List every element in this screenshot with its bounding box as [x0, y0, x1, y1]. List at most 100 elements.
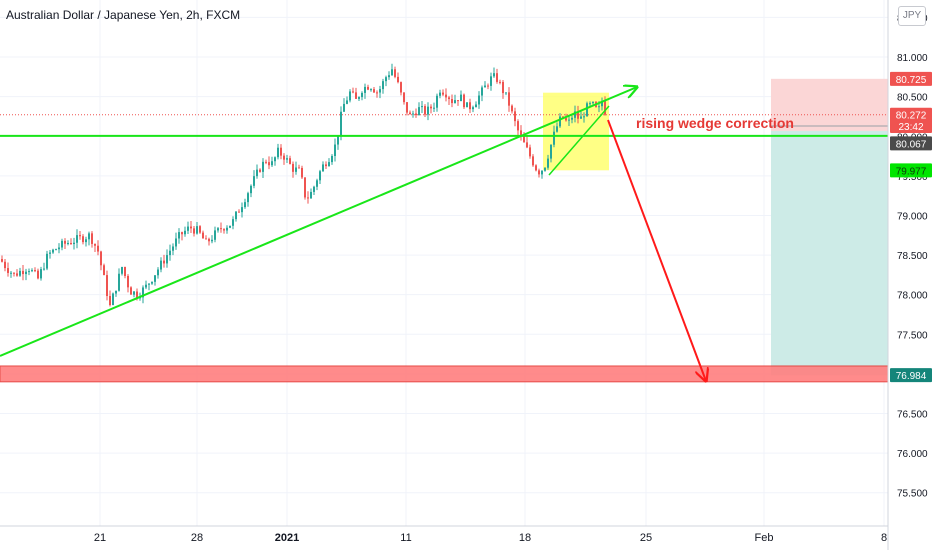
- candle: [319, 169, 321, 185]
- candle-body: [256, 169, 258, 177]
- candle: [67, 240, 69, 246]
- candle-body: [193, 228, 195, 234]
- candle-body: [328, 162, 330, 167]
- candle-body: [181, 232, 183, 235]
- candle-body: [190, 226, 192, 229]
- candle-body: [160, 260, 162, 270]
- candle: [22, 264, 24, 281]
- candle-body: [448, 97, 450, 100]
- candle: [121, 266, 123, 276]
- time-tick-label: 21: [94, 532, 106, 544]
- take-profit-zone: [771, 130, 888, 376]
- annotation-rising-wedge: rising wedge correction: [636, 115, 794, 131]
- candle-body: [460, 94, 462, 102]
- candle-body: [475, 104, 477, 108]
- candle: [247, 191, 249, 207]
- candle-body: [556, 126, 558, 132]
- candle-body: [199, 226, 201, 233]
- candle: [49, 249, 51, 259]
- candle: [253, 170, 255, 189]
- candle-body: [100, 251, 102, 266]
- candle-body: [31, 270, 33, 272]
- candle-body: [340, 111, 342, 136]
- chart-title: Australian Dollar / Japanese Yen, 2h, FX…: [6, 8, 241, 22]
- candle: [379, 85, 381, 99]
- candle-body: [241, 207, 243, 213]
- candle-body: [49, 252, 51, 254]
- candle-body: [52, 249, 54, 253]
- candle: [214, 226, 216, 243]
- currency-button[interactable]: JPY: [898, 6, 926, 26]
- candle: [142, 285, 144, 304]
- candle: [364, 83, 366, 99]
- candle-body: [25, 271, 27, 275]
- candle: [397, 72, 399, 84]
- candle: [331, 154, 333, 165]
- candle: [451, 94, 453, 108]
- candle: [238, 209, 240, 213]
- candle: [352, 87, 354, 94]
- time-tick-label: 2021: [275, 532, 299, 544]
- candle-body: [301, 167, 303, 178]
- candle-body: [175, 238, 177, 247]
- candle: [493, 67, 495, 78]
- candle-body: [355, 92, 357, 99]
- candle-body: [85, 239, 87, 243]
- candle-body: [268, 162, 270, 166]
- candle-body: [349, 91, 351, 101]
- candle: [316, 178, 318, 191]
- candle: [418, 102, 420, 116]
- candle: [340, 106, 342, 141]
- candle: [37, 268, 39, 280]
- candle-body: [82, 236, 84, 243]
- candle-body: [586, 103, 588, 117]
- candle-body: [337, 135, 339, 145]
- candle-body: [442, 92, 444, 95]
- candle: [391, 63, 393, 76]
- candle: [61, 238, 63, 251]
- candle: [262, 158, 264, 178]
- price-label: 80.272: [890, 107, 932, 122]
- candle: [106, 270, 108, 301]
- candle: [457, 100, 459, 106]
- candle-body: [376, 92, 378, 94]
- candle-body: [277, 147, 279, 158]
- candle: [454, 94, 456, 104]
- candle: [415, 108, 417, 118]
- candle-body: [397, 76, 399, 83]
- candle-body: [577, 111, 579, 119]
- price-tick-label: 81.000: [897, 53, 928, 64]
- candle-body: [106, 275, 108, 296]
- candle-body: [316, 180, 318, 187]
- candle-body: [481, 87, 483, 96]
- candles: [1, 63, 606, 307]
- candle-body: [463, 94, 465, 108]
- candle-body: [388, 75, 390, 78]
- candle-body: [547, 158, 549, 168]
- candle: [433, 102, 435, 112]
- candle-body: [34, 270, 36, 272]
- candle-body: [484, 85, 486, 88]
- candle-body: [109, 295, 111, 306]
- candle-body: [415, 113, 417, 116]
- candle-body: [127, 275, 129, 288]
- candle-body: [88, 233, 90, 240]
- price-label-bg: [890, 136, 932, 151]
- candle: [25, 268, 27, 281]
- candle-body: [478, 95, 480, 105]
- candle-body: [22, 270, 24, 275]
- candle-body: [532, 156, 534, 166]
- candle: [58, 243, 60, 254]
- candle: [292, 161, 294, 178]
- candle-body: [178, 232, 180, 239]
- candle: [289, 155, 291, 165]
- candle-body: [502, 81, 504, 94]
- candle: [154, 275, 156, 286]
- candle-body: [322, 164, 324, 172]
- candle-body: [223, 229, 225, 231]
- candle-body: [310, 191, 312, 199]
- candle: [211, 235, 213, 244]
- candle: [130, 286, 132, 295]
- candle-body: [229, 225, 231, 228]
